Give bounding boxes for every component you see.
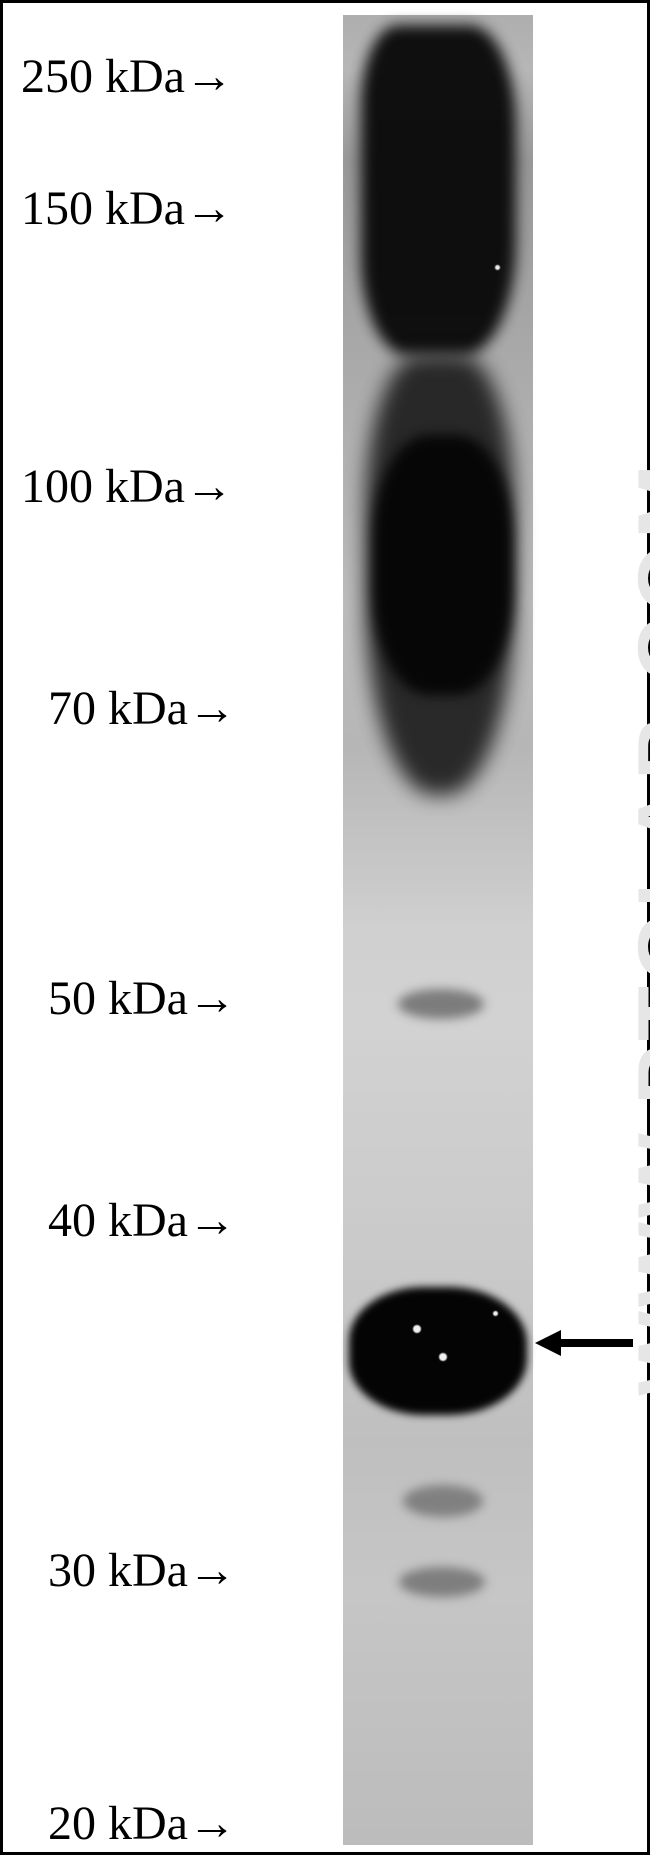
mw-marker-100: 100 kDa → <box>21 459 233 514</box>
mw-marker-20: 20 kDa → <box>48 1796 236 1851</box>
speck <box>439 1353 447 1361</box>
mw-label: 150 kDa <box>21 181 185 236</box>
arrow-right-icon: → <box>188 1543 236 1598</box>
arrow-right-icon: → <box>188 1796 236 1851</box>
watermark: WWW.PTGLAB.COM <box>619 460 650 1396</box>
speck <box>495 265 500 270</box>
mw-marker-40: 40 kDa → <box>48 1193 236 1248</box>
blot-lane <box>343 15 533 1845</box>
mw-label: 30 kDa <box>48 1543 188 1598</box>
faint-band-32a <box>403 1485 483 1517</box>
blot-figure: WWW.PTGLAB.COM 250 kDa → 150 kDa → 100 k… <box>3 3 647 1852</box>
mw-marker-250: 250 kDa → <box>21 49 233 104</box>
mw-marker-50: 50 kDa → <box>48 971 236 1026</box>
arrow-right-icon: → <box>188 971 236 1026</box>
blot-target-band <box>349 1287 527 1415</box>
arrow-right-icon: → <box>185 181 233 236</box>
arrow-left-icon <box>535 1323 635 1363</box>
mw-label: 70 kDa <box>48 681 188 736</box>
arrow-right-icon: → <box>185 49 233 104</box>
faint-band-50 <box>398 989 484 1019</box>
mw-marker-150: 150 kDa → <box>21 181 233 236</box>
mw-label: 20 kDa <box>48 1796 188 1851</box>
target-arrow <box>535 1323 635 1363</box>
speck <box>493 1311 498 1316</box>
arrow-right-icon: → <box>188 681 236 736</box>
faint-band-30 <box>399 1567 485 1597</box>
mw-label: 40 kDa <box>48 1193 188 1248</box>
mw-label: 50 kDa <box>48 971 188 1026</box>
mw-label: 100 kDa <box>21 459 185 514</box>
mw-marker-30: 30 kDa → <box>48 1543 236 1598</box>
mw-marker-70: 70 kDa → <box>48 681 236 736</box>
arrow-right-icon: → <box>185 459 233 514</box>
mw-label: 250 kDa <box>21 49 185 104</box>
blot-top <box>361 25 516 355</box>
blot-mid-core <box>373 435 513 695</box>
arrow-right-icon: → <box>188 1193 236 1248</box>
speck <box>413 1325 421 1333</box>
